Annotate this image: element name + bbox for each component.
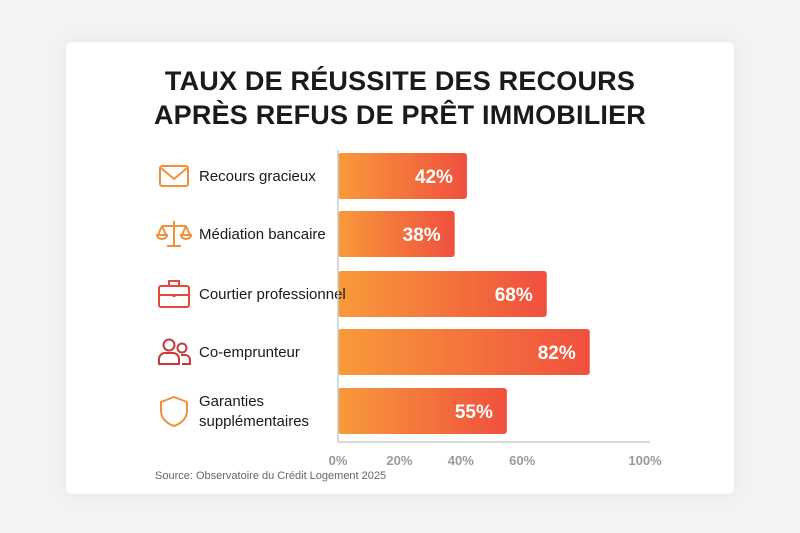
users-icon: [158, 338, 191, 365]
category-label: Recours gracieux: [199, 168, 316, 185]
x-tick-label: 40%: [448, 453, 474, 468]
x-tick-label: 20%: [386, 453, 412, 468]
bar: [338, 329, 590, 375]
bar: [338, 388, 507, 434]
shield-icon: [160, 395, 188, 428]
briefcase-icon: [158, 280, 190, 308]
category-label: supplémentaires: [199, 413, 309, 430]
data-label: 55%: [455, 402, 493, 423]
bar: [338, 211, 455, 257]
bar: [338, 153, 467, 199]
title-line-2: APRÈS REFUS DE PRÊT IMMOBILIER: [153, 100, 647, 130]
data-label: 82%: [538, 343, 576, 364]
category-label: Médiation bancaire: [199, 226, 326, 243]
x-tick-label: 0%: [329, 453, 348, 468]
data-label: 68%: [495, 285, 533, 306]
title-line-1: TAUX DE RÉUSSITE DES RECOURS: [164, 66, 636, 96]
scales-icon: [155, 221, 193, 247]
chart-title: TAUX DE RÉUSSITE DES RECOURS APRÈS REFUS…: [0, 64, 800, 132]
category-label: Garanties: [199, 393, 264, 410]
category-label: Co-emprunteur: [199, 344, 300, 361]
data-label: 42%: [415, 167, 453, 188]
x-tick-label: 100%: [628, 453, 662, 468]
category-label: Courtier professionnel: [199, 286, 346, 303]
envelope-icon: [159, 165, 189, 187]
bar: [338, 271, 547, 317]
data-label: 38%: [403, 225, 441, 246]
source-note: Source: Observatoire du Crédit Logement …: [155, 470, 387, 482]
x-tick-label: 60%: [509, 453, 535, 468]
